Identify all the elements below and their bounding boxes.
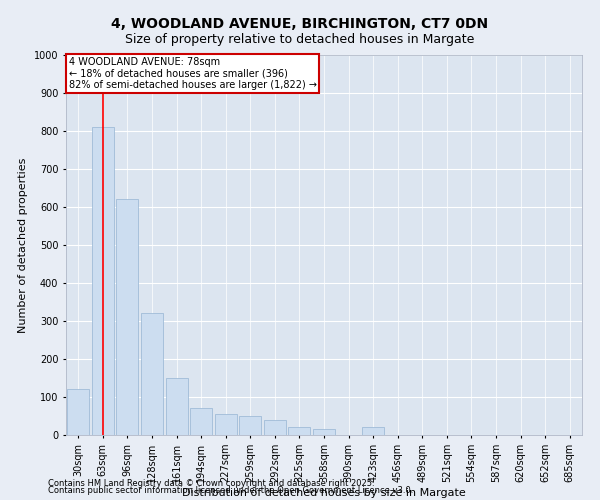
Bar (166, 378, 188, 435)
Bar (215, 414, 237, 435)
X-axis label: Distribution of detached houses by size in Margate: Distribution of detached houses by size … (182, 488, 466, 498)
Bar (67, 390, 89, 435)
Bar (141, 314, 163, 435)
Bar (116, 200, 139, 435)
Text: 4 WOODLAND AVENUE: 78sqm
← 18% of detached houses are smaller (396)
82% of semi-: 4 WOODLAND AVENUE: 78sqm ← 18% of detach… (68, 57, 317, 90)
Text: Contains HM Land Registry data © Crown copyright and database right 2025.: Contains HM Land Registry data © Crown c… (48, 478, 374, 488)
Text: Contains public sector information licensed under the Open Government Licence v3: Contains public sector information licen… (48, 486, 413, 495)
Bar (264, 420, 286, 435)
Text: 4, WOODLAND AVENUE, BIRCHINGTON, CT7 0DN: 4, WOODLAND AVENUE, BIRCHINGTON, CT7 0DN (112, 18, 488, 32)
Bar (92, 127, 114, 435)
Bar (239, 416, 262, 435)
Text: Size of property relative to detached houses in Margate: Size of property relative to detached ho… (125, 34, 475, 46)
Y-axis label: Number of detached properties: Number of detached properties (19, 158, 28, 332)
Bar (362, 428, 384, 435)
Bar (289, 428, 310, 435)
Bar (313, 430, 335, 435)
Bar (190, 408, 212, 435)
